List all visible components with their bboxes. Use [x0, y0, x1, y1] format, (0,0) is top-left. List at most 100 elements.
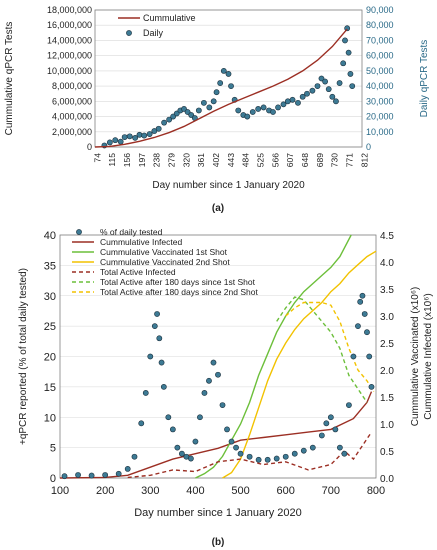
daily-point [146, 131, 153, 137]
y-right-tick-label-b: 3.0 [380, 312, 394, 323]
y-right-tick-label-b: 0.0 [380, 474, 394, 485]
daily-point [347, 71, 354, 77]
daily-point [314, 83, 321, 90]
pct-daily-tested-point [264, 456, 271, 463]
plot-frame-b [59, 234, 377, 479]
y-left-tick-label-b: 40 [44, 230, 56, 242]
legend-label-daily: Daily [143, 28, 164, 38]
daily-point [217, 80, 224, 86]
daily-point [166, 116, 173, 123]
daily-point [141, 132, 148, 139]
pct-daily-tested-point [178, 450, 185, 457]
x-tick-label-a: 74 [92, 153, 102, 163]
y-right-tick-label-b: 3.5 [380, 285, 394, 296]
daily-point [349, 83, 356, 90]
pct-daily-tested-point [355, 323, 361, 330]
y-left-tick-label-a: 14,000,000 [47, 35, 92, 45]
daily-point [213, 89, 220, 96]
y-left-tick-label-a: 4,000,000 [52, 112, 92, 122]
daily-point [322, 78, 328, 85]
y-left-tick-label-b: 30 [44, 291, 56, 303]
daily-point [161, 119, 168, 126]
pct-daily-tested-point [336, 444, 343, 451]
daily-point [195, 107, 202, 114]
x-tick-label-a: 525 [255, 153, 265, 167]
daily-point [132, 134, 139, 141]
x-tick-label-b: 400 [186, 485, 204, 497]
cumulative-line [94, 28, 348, 148]
x-tick-label-a: 566 [270, 153, 280, 167]
legend-label-b: Cummulative Infected [100, 237, 182, 247]
daily-point [309, 87, 316, 94]
y-right-tick-label-b: 1.5 [380, 393, 394, 404]
y-axis-label-right-a: Daily qPCR Tests [419, 40, 430, 118]
pct-daily-tested-point [160, 383, 167, 390]
x-tick-label-b: 300 [141, 485, 159, 497]
pct-daily-tested-point [215, 371, 221, 378]
panel-label-b: (b) [212, 537, 225, 548]
pct-daily-tested-point [366, 353, 373, 360]
panel-label-a: (a) [212, 203, 224, 214]
daily-point [126, 133, 133, 140]
pct-daily-tested-point [368, 383, 375, 390]
daily-point [117, 138, 124, 145]
x-tick-label-a: 484 [241, 153, 251, 167]
x-tick-label-a: 320 [181, 153, 191, 167]
x-tick-label-a: 361 [196, 153, 206, 167]
daily-point [255, 106, 262, 112]
pct-daily-tested-point [341, 450, 348, 457]
y-left-tick-label-b: 15 [44, 382, 56, 394]
pct-daily-tested-point [273, 455, 280, 462]
y-right-tick-label-a: 20,000 [366, 112, 394, 122]
pct-daily-tested-point [246, 453, 253, 460]
daily-point [184, 109, 191, 115]
daily-point [244, 113, 251, 120]
legend-label-b: Cummulative Vaccinated 1st Shot [100, 247, 228, 257]
x-axis-label-b: Day number since 1 January 2020 [134, 507, 302, 519]
pct-daily-tested-point [75, 472, 81, 478]
pct-daily-tested-point [219, 402, 226, 408]
x-tick-label-b: 600 [277, 485, 295, 497]
daily-point [220, 67, 227, 74]
daily-point [342, 37, 348, 44]
pct-daily-tested-point [102, 472, 109, 478]
legend-label-b: % of daily tested [100, 227, 163, 237]
x-tick-label-a: 689 [315, 153, 325, 167]
daily-point [295, 99, 301, 106]
daily-point [228, 83, 234, 90]
daily-point [173, 110, 180, 117]
y-right-tick-label-b: 2.0 [380, 366, 394, 377]
daily-point [329, 93, 336, 100]
x-tick-label-a: 771 [344, 153, 354, 167]
pct-daily-tested-point [364, 329, 370, 336]
daily-point [340, 60, 347, 67]
y-left-tick-label-b: 35 [44, 260, 56, 272]
daily-point [155, 125, 162, 132]
daily-point [170, 113, 177, 120]
x-tick-label-a: 607 [285, 153, 295, 167]
x-tick-label-a: 730 [330, 153, 340, 167]
daily-point [235, 107, 242, 114]
pct-daily-tested-point [327, 414, 334, 421]
pct-daily-tested-point [357, 298, 364, 305]
x-tick-label-b: 200 [96, 485, 114, 497]
y-left-tick-label-b: 5 [50, 443, 56, 455]
y-left-tick-label-a: 8,000,000 [52, 81, 92, 91]
pct-daily-tested-point [361, 311, 368, 317]
x-tick-label-a: 648 [300, 153, 310, 167]
daily-point [206, 104, 213, 111]
y-left-tick-label-a: 12,000,000 [47, 51, 92, 61]
y-left-tick-label-b: 25 [44, 321, 56, 333]
x-tick-label-b: 700 [322, 485, 340, 497]
daily-point [225, 71, 232, 77]
y-left-tick-label-b: 10 [44, 412, 56, 424]
y-right-tick-label-b: 1.0 [380, 420, 394, 431]
active-after-2nd-shot-line [285, 301, 375, 392]
x-tick-label-b: 500 [231, 485, 249, 497]
pct-daily-tested-point [228, 438, 235, 445]
daily-point [275, 104, 281, 111]
pct-daily-tested-point [359, 292, 366, 299]
y-left-tick-label-b: 20 [44, 352, 56, 364]
daily-point [289, 96, 296, 103]
vaccinated-1st-shot-line [195, 234, 352, 479]
